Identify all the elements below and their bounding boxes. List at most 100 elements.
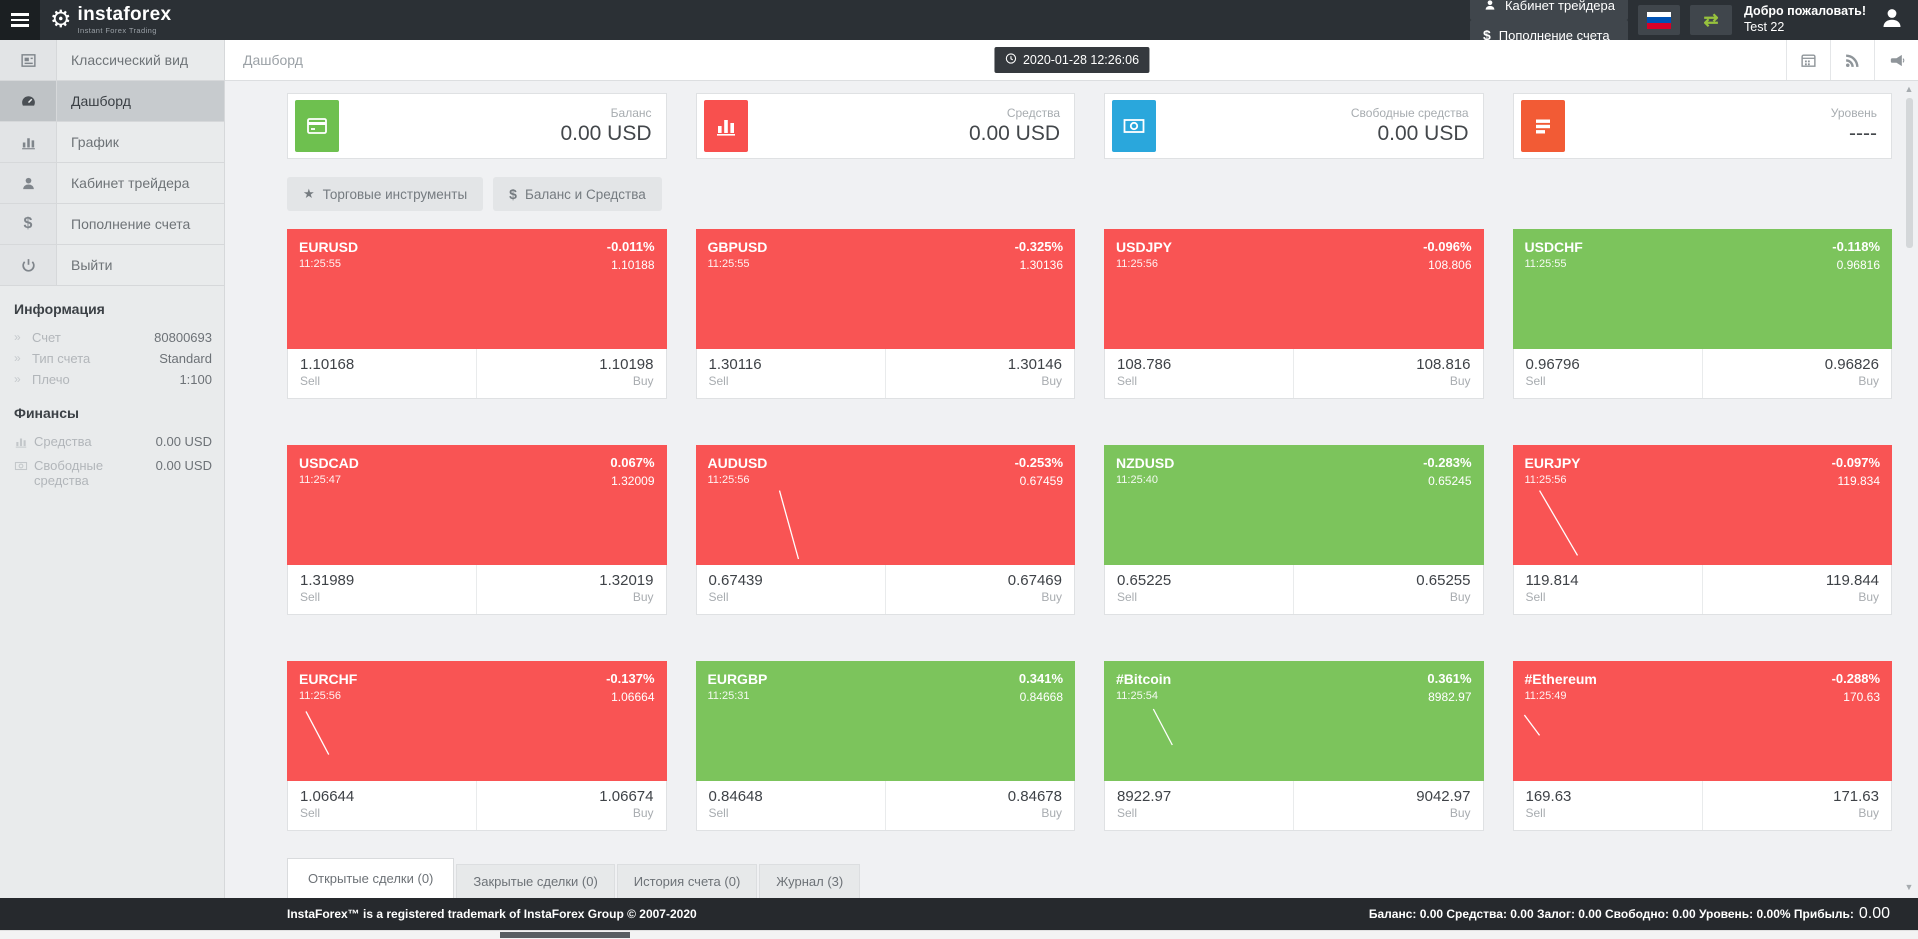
tile-header-usdchf[interactable]: USDCHF 11:25:55 -0.118% 0.96816 bbox=[1512, 229, 1892, 349]
tile-time: 11:25:56 bbox=[1524, 474, 1567, 486]
tab-open-trades[interactable]: Открытые сделки (0) bbox=[287, 858, 455, 898]
user-avatar-icon[interactable] bbox=[1880, 6, 1904, 35]
buy-label: Buy bbox=[1449, 374, 1471, 388]
welcome-message: Добро пожаловать! Test 22 bbox=[1744, 4, 1866, 34]
sparkline bbox=[287, 661, 667, 781]
buy-button-usdchf[interactable]: 0.96826 Buy bbox=[1701, 349, 1891, 398]
menu-toggle-button[interactable] bbox=[0, 0, 40, 40]
topbar-button-trader-cabinet[interactable]: Кабинет трейдера bbox=[1469, 0, 1628, 20]
tile-header-usdjpy[interactable]: USDJPY 11:25:56 -0.096% 108.806 bbox=[1104, 229, 1484, 349]
sidebar-item-chart[interactable]: График bbox=[0, 122, 224, 163]
list-icon bbox=[1531, 114, 1555, 138]
info-label: Тип счета bbox=[32, 351, 91, 366]
tab-closed-trades[interactable]: Закрытые сделки (0) bbox=[456, 864, 615, 898]
info-label: Счет bbox=[32, 330, 61, 345]
swap-accounts-button[interactable]: ⇄ bbox=[1690, 5, 1732, 35]
tile-header-eurjpy[interactable]: EURJPY 11:25:56 -0.097% 119.834 bbox=[1512, 445, 1892, 565]
sell-button-eurusd[interactable]: 1.10168 Sell bbox=[288, 349, 476, 398]
info-label: Плечо bbox=[32, 372, 70, 387]
sell-button-usdcad[interactable]: 1.31989 Sell bbox=[288, 565, 476, 614]
buy-button-ethereum[interactable]: 171.63 Buy bbox=[1701, 781, 1891, 830]
stat-card-label: Свободные средства bbox=[1350, 106, 1469, 120]
tab-account-history[interactable]: История счета (0) bbox=[616, 864, 758, 898]
tile-header-eurgbp[interactable]: EURGBP 11:25:31 0.341% 0.84668 bbox=[695, 661, 1075, 781]
buy-button-usdcad[interactable]: 1.32019 Buy bbox=[476, 565, 665, 614]
tile-header-eurchf[interactable]: EURCHF 11:25:56 -0.137% 1.06664 bbox=[287, 661, 667, 781]
sidebar-item-trader-cabinet[interactable]: Кабинет трейдера bbox=[0, 163, 224, 204]
tile-header-gbpusd[interactable]: GBPUSD 11:25:55 -0.325% 1.30136 bbox=[695, 229, 1075, 349]
filter-button-trading-instruments[interactable]: ★ Торговые инструменты bbox=[287, 177, 484, 211]
finance-value: 0.00 USD bbox=[155, 434, 212, 449]
sidebar-item-logout[interactable]: Выйти bbox=[0, 245, 224, 286]
tile-header-bitcoin[interactable]: #Bitcoin 11:25:54 0.361% 8982.97 bbox=[1104, 661, 1484, 781]
tile-header-nzdusd[interactable]: NZDUSD 11:25:40 -0.283% 0.65245 bbox=[1104, 445, 1484, 565]
buy-price: 9042.97 bbox=[1416, 788, 1471, 805]
instrument-tile-eurjpy: EURJPY 11:25:56 -0.097% 119.834 119.814 Sell 1… bbox=[1512, 445, 1892, 615]
sell-label: Sell bbox=[1117, 374, 1138, 388]
tile-symbol: EURCHF bbox=[299, 671, 358, 687]
stat-card-value: 0.00 USD bbox=[1377, 122, 1469, 145]
sell-label: Sell bbox=[708, 374, 729, 388]
sell-button-eurgbp[interactable]: 0.84648 Sell bbox=[697, 781, 885, 830]
breadcrumb-action-calendar[interactable] bbox=[1786, 40, 1830, 80]
vertical-scrollbar[interactable]: ▲ ▼ bbox=[1902, 85, 1916, 892]
tile-last-price: 1.10188 bbox=[611, 258, 655, 272]
sell-button-bitcoin[interactable]: 8922.97 Sell bbox=[1105, 781, 1293, 830]
sell-button-eurchf[interactable]: 1.06644 Sell bbox=[288, 781, 476, 830]
dollar-icon: $ bbox=[509, 186, 517, 202]
filter-button-balance-and-equity[interactable]: $ Баланс и Средства bbox=[493, 177, 662, 211]
buy-button-eurusd[interactable]: 1.10198 Buy bbox=[476, 349, 665, 398]
buy-button-nzdusd[interactable]: 0.65255 Buy bbox=[1293, 565, 1482, 614]
sell-button-eurjpy[interactable]: 119.814 Sell bbox=[1514, 565, 1702, 614]
tile-header-audusd[interactable]: AUDUSD 11:25:56 -0.253% 0.67459 bbox=[695, 445, 1075, 565]
buy-button-usdjpy[interactable]: 108.816 Buy bbox=[1293, 349, 1482, 398]
classic-view-icon bbox=[20, 52, 37, 69]
sell-button-usdchf[interactable]: 0.96796 Sell bbox=[1514, 349, 1702, 398]
tile-change-percent: -0.283% bbox=[1423, 455, 1472, 470]
tile-change-percent: 0.361% bbox=[1427, 671, 1472, 686]
scroll-up-icon[interactable]: ▲ bbox=[1904, 84, 1914, 94]
sidebar: Классический вид Дашборд График Кабинет тре… bbox=[0, 40, 225, 898]
buy-button-eurchf[interactable]: 1.06674 Buy bbox=[476, 781, 665, 830]
sell-button-nzdusd[interactable]: 0.65225 Sell bbox=[1105, 565, 1293, 614]
tile-last-price: 170.63 bbox=[1843, 690, 1880, 704]
tile-header-ethereum[interactable]: #Ethereum 11:25:49 -0.288% 170.63 bbox=[1512, 661, 1893, 781]
topbar-button-label: Кабинет трейдера bbox=[1504, 0, 1615, 13]
sparkline bbox=[1513, 661, 1893, 781]
breadcrumb-action-rss[interactable] bbox=[1830, 40, 1874, 80]
tile-time: 11:25:47 bbox=[299, 474, 342, 486]
sell-button-gbpusd[interactable]: 1.30116 Sell bbox=[697, 349, 885, 398]
sell-button-audusd[interactable]: 0.67439 Sell bbox=[697, 565, 885, 614]
bar-chart-icon bbox=[20, 134, 37, 151]
language-flag-button[interactable] bbox=[1638, 5, 1680, 35]
breadcrumb-action-announcements[interactable] bbox=[1874, 40, 1918, 80]
buy-price: 1.30146 bbox=[1007, 356, 1062, 373]
buy-button-eurjpy[interactable]: 119.844 Buy bbox=[1701, 565, 1891, 614]
horizontal-scrollbar[interactable] bbox=[0, 930, 1918, 939]
tile-header-usdcad[interactable]: USDCAD 11:25:47 0.067% 1.32009 bbox=[287, 445, 667, 565]
sell-label: Sell bbox=[708, 590, 729, 604]
horizontal-scrollbar-thumb[interactable] bbox=[500, 932, 630, 938]
buy-price: 0.84678 bbox=[1007, 788, 1062, 805]
buy-label: Buy bbox=[1858, 374, 1879, 388]
instrument-tile-usdchf: USDCHF 11:25:55 -0.118% 0.96816 0.96796 Sell 0… bbox=[1512, 229, 1892, 399]
buy-button-audusd[interactable]: 0.67469 Buy bbox=[884, 565, 1074, 614]
buy-button-gbpusd[interactable]: 1.30146 Buy bbox=[884, 349, 1074, 398]
sidebar-item-dashboard[interactable]: Дашборд bbox=[0, 81, 224, 122]
buy-button-bitcoin[interactable]: 9042.97 Buy bbox=[1293, 781, 1482, 830]
buy-button-eurgbp[interactable]: 0.84678 Buy bbox=[884, 781, 1074, 830]
scrollbar-thumb[interactable] bbox=[1905, 98, 1913, 248]
tab-journal[interactable]: Журнал (3) bbox=[759, 864, 861, 898]
sell-label: Sell bbox=[300, 806, 321, 820]
clock-icon bbox=[1004, 52, 1017, 68]
tile-header-eurusd[interactable]: EURUSD 11:25:55 -0.011% 1.10188 bbox=[287, 229, 667, 349]
banknote-icon bbox=[1122, 114, 1146, 138]
sell-price: 1.31989 bbox=[300, 572, 355, 589]
sell-button-usdjpy[interactable]: 108.786 Sell bbox=[1105, 349, 1293, 398]
scroll-down-icon[interactable]: ▼ bbox=[1904, 882, 1914, 892]
sell-button-ethereum[interactable]: 169.63 Sell bbox=[1514, 781, 1702, 830]
sidebar-item-deposit[interactable]: $ Пополнение счета bbox=[0, 204, 224, 245]
tile-time: 11:25:31 bbox=[707, 690, 750, 702]
sidebar-item-label: Классический вид bbox=[71, 52, 189, 68]
sidebar-item-classic-view[interactable]: Классический вид bbox=[0, 40, 224, 81]
